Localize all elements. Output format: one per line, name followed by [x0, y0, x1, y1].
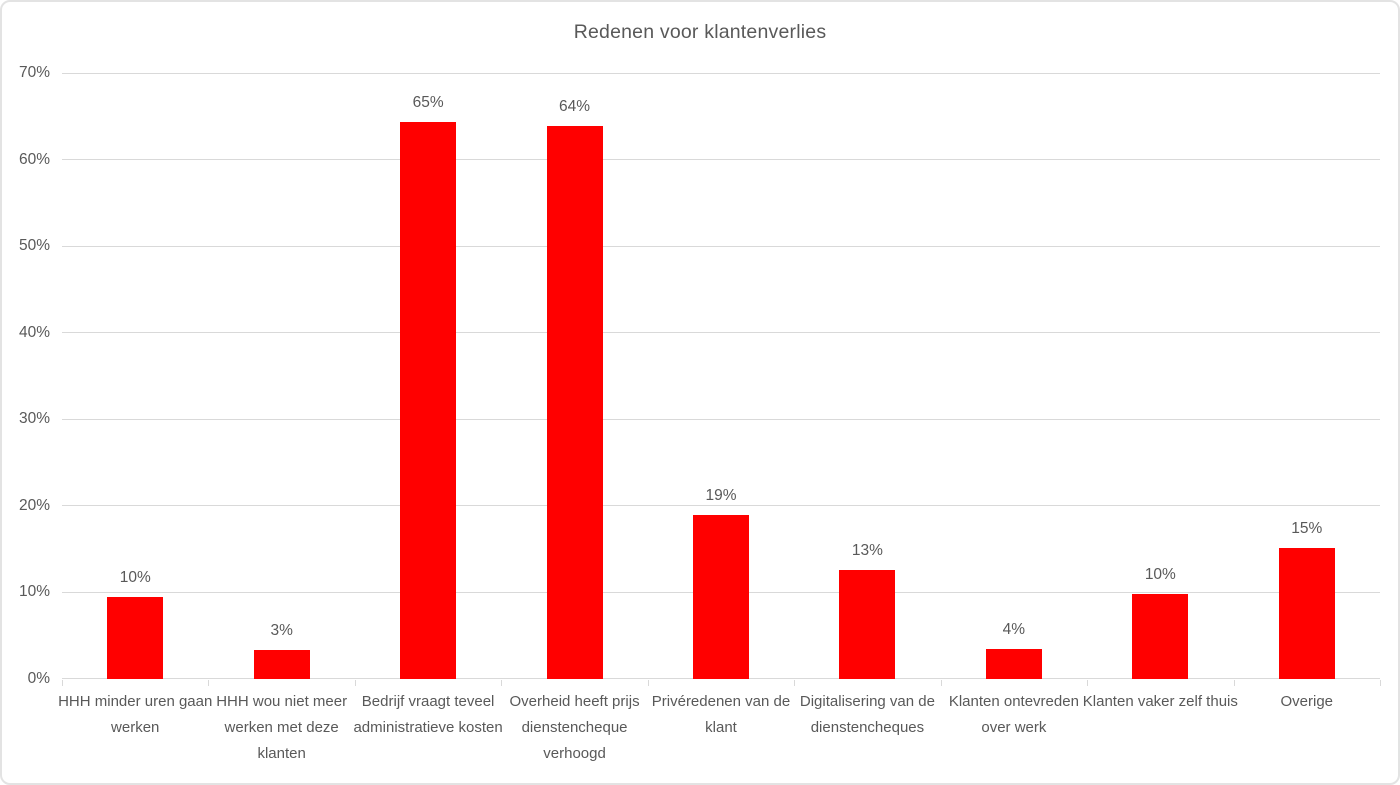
x-axis-category-label: Klanten vaker zelf thuis [1082, 693, 1238, 710]
bar-value-label: 13% [851, 541, 883, 559]
gridline [62, 72, 1380, 74]
gridline [62, 332, 1380, 334]
y-axis-tick-label: 50% [18, 237, 50, 255]
gridline [62, 505, 1380, 507]
x-axis-category-label: Overige [1280, 693, 1334, 710]
bar-value-label: 10% [119, 568, 151, 586]
x-axis-tick [62, 680, 63, 686]
bar [839, 569, 896, 679]
x-axis-tick [354, 680, 356, 686]
x-axis-tick [1233, 680, 1235, 686]
x-axis-tick [940, 680, 942, 686]
x-axis-category-label: Bedrijf vraagt teveel administratieve ko… [353, 693, 503, 736]
y-axis-tick-label: 40% [18, 323, 50, 341]
gridline [62, 159, 1380, 161]
bar-value-label: 10% [1144, 566, 1176, 584]
bar [1278, 548, 1335, 679]
x-axis-category-label: HHH minder uren gaan werken [58, 693, 213, 736]
bar [400, 122, 457, 679]
y-axis-tick-label: 30% [18, 410, 50, 428]
bar-value-label: 64% [559, 97, 591, 115]
x-axis-category-label: Klanten ontevreden over werk [948, 693, 1079, 736]
gridline [62, 245, 1380, 247]
bar [985, 648, 1042, 679]
y-axis-tick-label: 70% [18, 64, 50, 81]
x-axis-tick [647, 680, 649, 686]
bar-value-label: 19% [705, 487, 737, 505]
gridline [62, 418, 1380, 420]
y-axis-tick-label: 60% [18, 150, 50, 168]
bar [107, 596, 164, 679]
x-axis-tick [1380, 680, 1381, 686]
x-axis-category-label: HHH wou niet meer werken met deze klante… [216, 693, 348, 762]
bar [253, 650, 310, 679]
bar [693, 515, 749, 679]
bar-value-label: 4% [1002, 620, 1026, 638]
y-axis-tick-label: 10% [18, 583, 50, 601]
plot-area: 10% 3% 65% 64% 19% 13% 4% 10% 15% [62, 72, 1380, 679]
x-axis-tick [1087, 680, 1089, 686]
x-axis-category-label: Digitalisering van de dienstencheques [799, 693, 935, 736]
bar [1132, 594, 1189, 679]
x-axis-tick [208, 680, 210, 686]
x-axis-tick [794, 680, 796, 686]
bar-value-label: 15% [1291, 520, 1323, 538]
x-axis-tick [501, 680, 503, 686]
bar [546, 125, 603, 679]
bar-value-label: 65% [412, 94, 444, 112]
y-axis-tick-label: 0% [27, 670, 50, 687]
bar-value-label: 3% [270, 622, 293, 640]
x-axis-category-label: Privéredenen van de klant [651, 693, 791, 736]
x-axis-category-label: Overheid heeft prijs dienstencheque verh… [509, 693, 640, 762]
chart-title: Redenen voor klantenverlies [573, 21, 827, 43]
y-axis-tick-label: 20% [18, 496, 50, 514]
